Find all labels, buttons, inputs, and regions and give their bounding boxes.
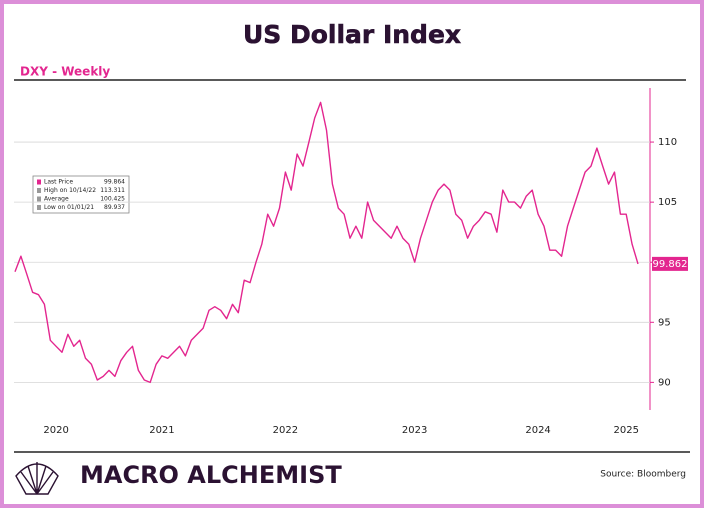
legend-value: 100.425 xyxy=(100,196,125,203)
legend-box: Last Price 99.864 High on 10/14/22 113.311 A… xyxy=(32,175,130,214)
legend-label: High on 10/14/22 xyxy=(44,187,96,194)
x-tick-label: 2020 xyxy=(43,425,68,436)
x-tick-label: 2021 xyxy=(149,425,174,436)
x-tick-label: 2022 xyxy=(273,425,298,436)
legend-value: 89.937 xyxy=(104,204,125,211)
legend-swatch xyxy=(37,188,41,193)
legend-label: Low on 01/01/21 xyxy=(44,204,94,211)
y-tick-label: 110 xyxy=(658,137,677,148)
x-tick-label: 2025 xyxy=(614,425,639,436)
series-line xyxy=(14,101,639,384)
source: Source: Bloomberg xyxy=(600,470,686,480)
x-tick-label: 2024 xyxy=(525,425,550,436)
brand: MACRO ALCHEMIST xyxy=(80,461,342,489)
chart-subtitle: DXY - Weekly xyxy=(20,65,110,79)
legend-label: Average xyxy=(44,196,69,203)
logo xyxy=(15,462,59,495)
chart-title: US Dollar Index xyxy=(243,20,461,49)
legend-swatch xyxy=(37,179,41,185)
legend-label: Last Price xyxy=(44,179,73,186)
x-tick-label: 2023 xyxy=(402,425,427,436)
last-value-label: 99.862 xyxy=(653,259,688,270)
last-value-tag xyxy=(652,256,688,271)
y-tick-label: 105 xyxy=(658,197,677,208)
y-tick-label: 90 xyxy=(658,377,671,388)
y-tick-label: 95 xyxy=(658,317,671,328)
legend-value: 99.864 xyxy=(104,179,125,186)
legend-value: 113.311 xyxy=(100,187,125,194)
legend-frame xyxy=(32,175,130,214)
legend-swatch xyxy=(37,196,41,202)
legend-swatch xyxy=(37,205,41,210)
